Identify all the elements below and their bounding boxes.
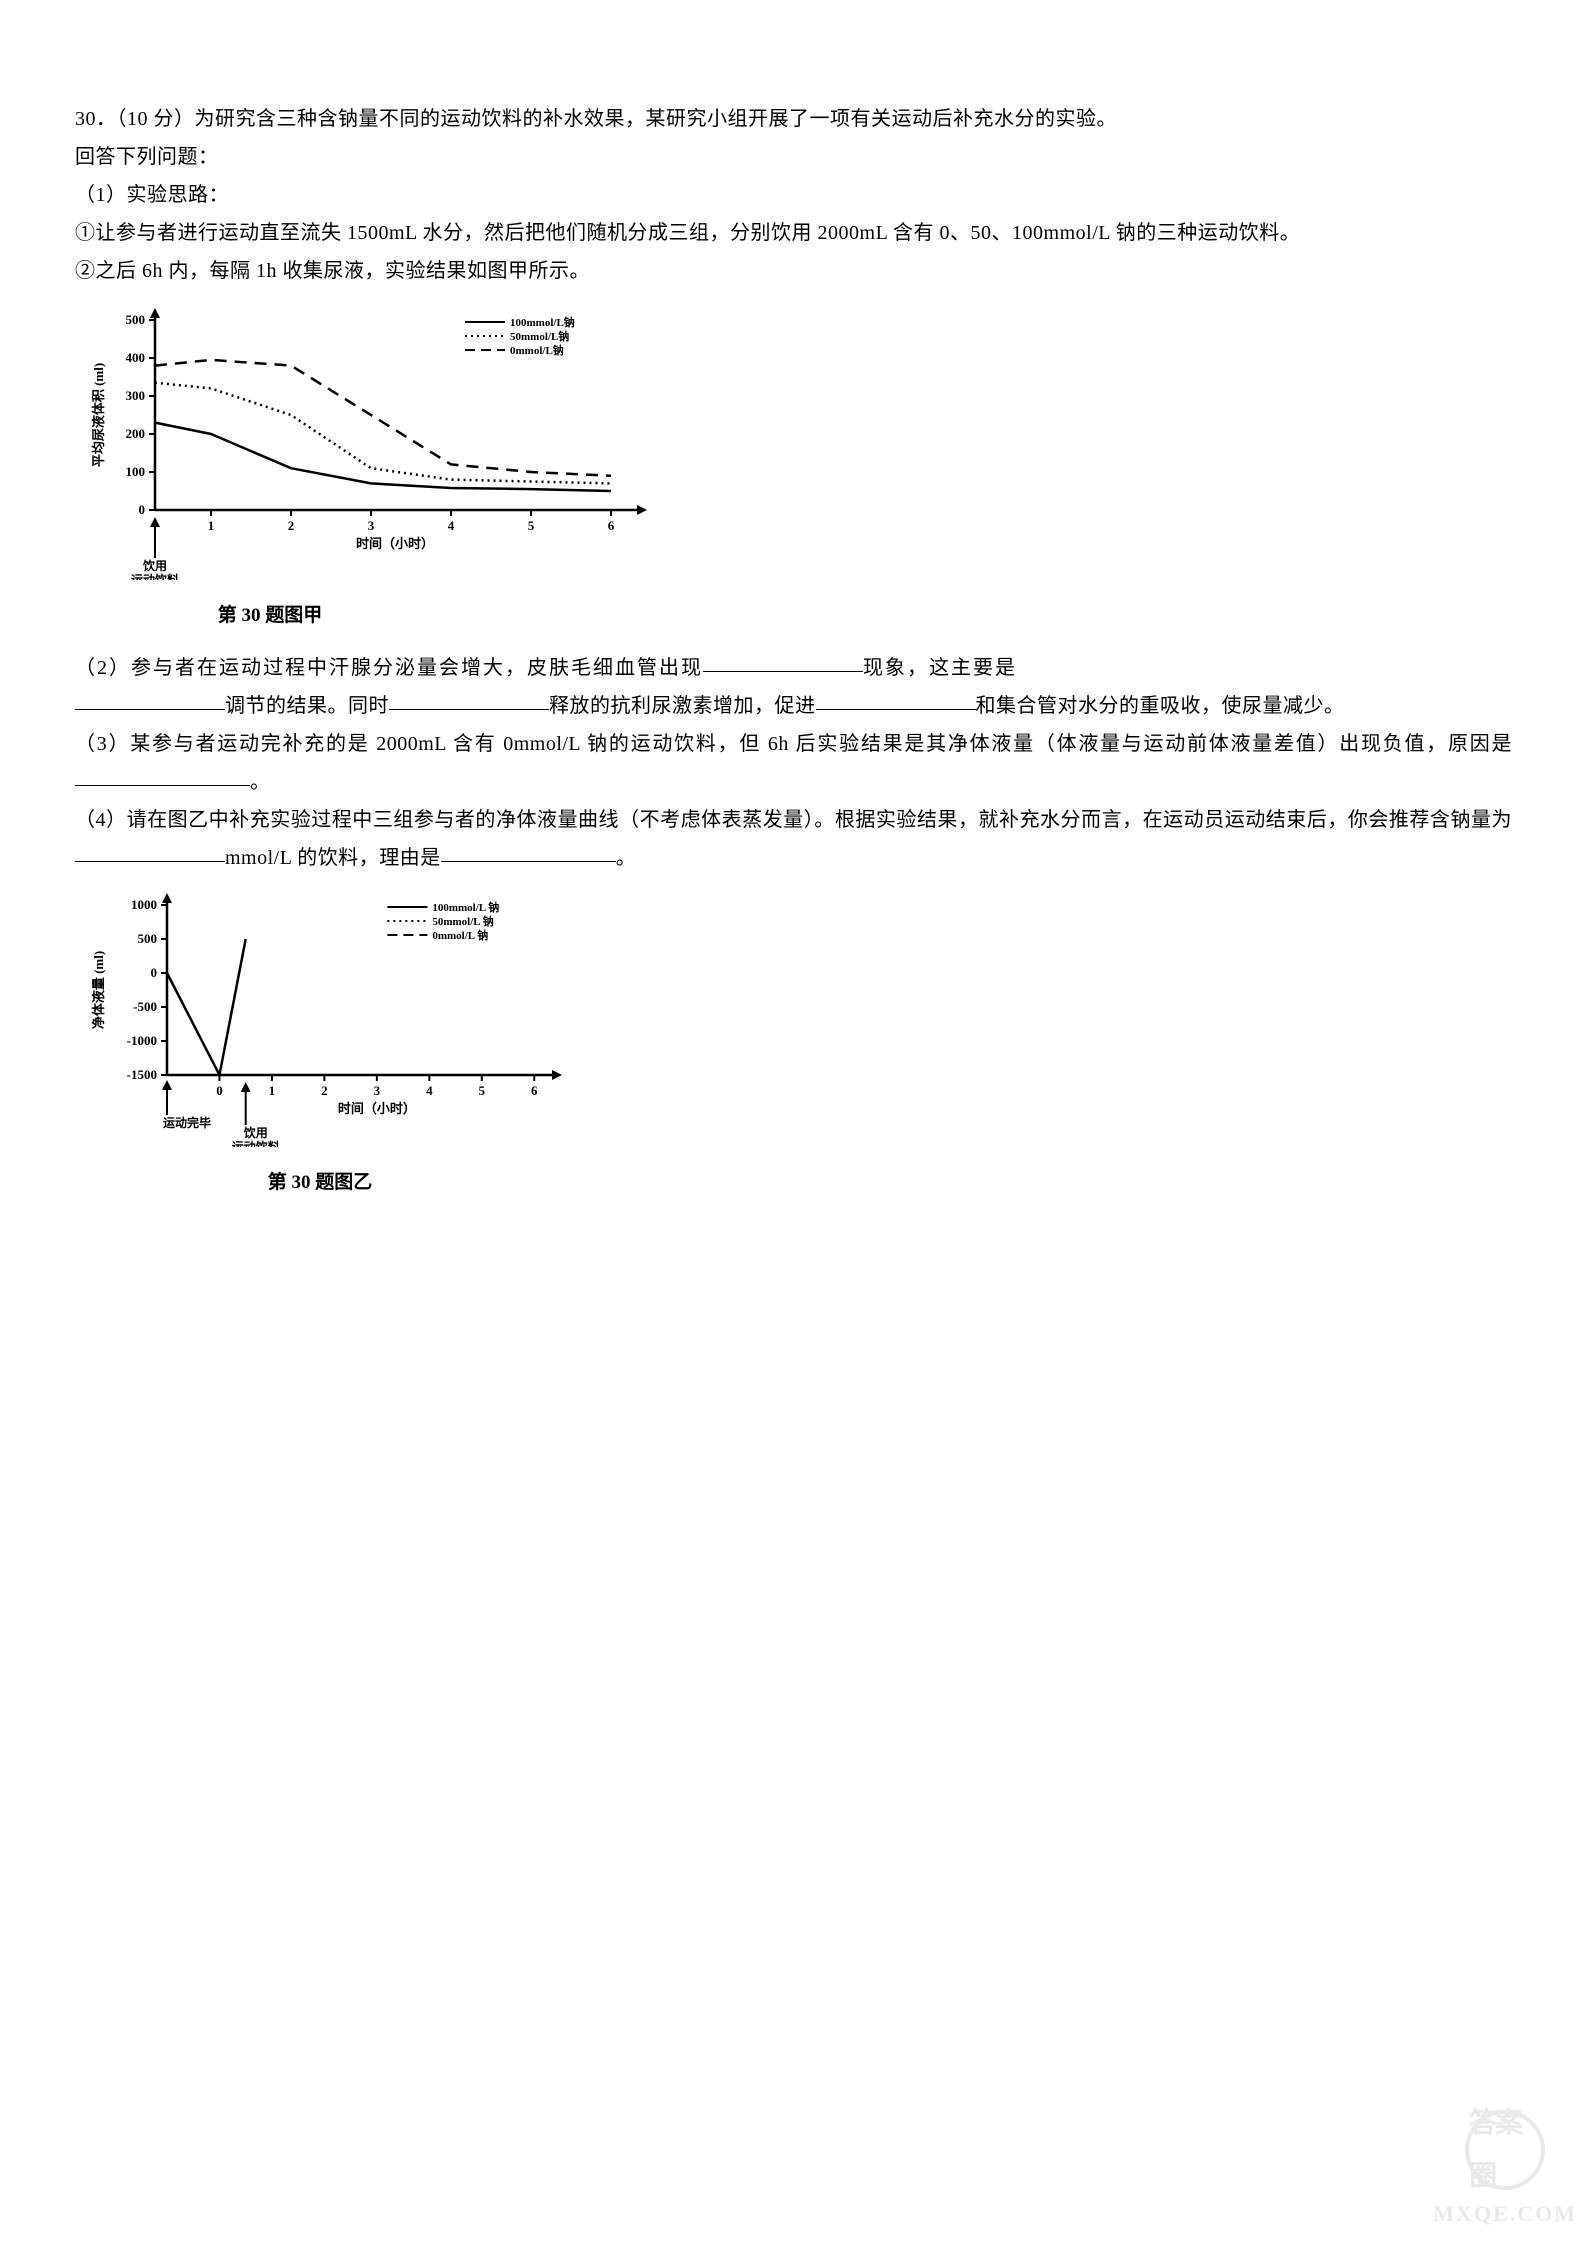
part2: （2）参与者在运动过程中汗腺分泌量会增大，皮肤毛细血管出现现象，这主要是 — [75, 649, 1512, 687]
chart1-caption: 第 30 题图甲 — [75, 598, 465, 634]
blank-tubule — [816, 690, 976, 710]
blank-release — [389, 690, 549, 710]
svg-text:运动饮料: 运动饮料 — [131, 572, 179, 580]
svg-text:时间（小时）: 时间（小时） — [356, 536, 434, 551]
svg-text:1000: 1000 — [131, 897, 157, 912]
svg-text:5: 5 — [479, 1083, 486, 1098]
part1-step2: ②之后 6h 内，每隔 1h 收集尿液，实验结果如图甲所示。 — [75, 252, 1512, 290]
svg-text:平均尿液体积 (ml): 平均尿液体积 (ml) — [91, 363, 106, 467]
svg-text:50mmol/L钠: 50mmol/L钠 — [510, 329, 569, 343]
svg-text:0: 0 — [151, 965, 158, 980]
svg-text:1: 1 — [269, 1083, 276, 1098]
blank-reason — [75, 766, 250, 786]
svg-text:饮用: 饮用 — [142, 558, 167, 573]
svg-text:-500: -500 — [133, 999, 157, 1014]
blank-reason2 — [441, 842, 616, 862]
svg-text:6: 6 — [608, 518, 615, 533]
part3: （3）某参与者运动完补充的是 2000mL 含有 0mmol/L 钠的运动饮料，… — [75, 725, 1512, 801]
svg-text:净体液量 (ml): 净体液量 (ml) — [91, 951, 106, 1029]
svg-text:0mmol/L钠: 0mmol/L钠 — [510, 343, 564, 357]
part2-cont: 调节的结果。同时释放的抗利尿激素增加，促进和集合管对水分的重吸收，使尿量减少。 — [75, 687, 1512, 725]
part1-label: （1）实验思路： — [75, 176, 1512, 214]
svg-text:3: 3 — [374, 1083, 381, 1098]
chart1: 0 100 200 300 400 500 1 2 3 4 5 6 时间（小时） 平均尿液体积 (ml) 饮… — [75, 300, 1512, 593]
question-parts: （2）参与者在运动过程中汗腺分泌量会增大，皮肤毛细血管出现现象，这主要是 调节的… — [75, 649, 1512, 877]
svg-text:2: 2 — [321, 1083, 328, 1098]
svg-text:0: 0 — [139, 502, 146, 517]
svg-text:3: 3 — [368, 518, 375, 533]
svg-text:400: 400 — [126, 350, 146, 365]
part1-step1: ①让参与者进行运动直至流失 1500mL 水分，然后把他们随机分成三组，分别饮用… — [75, 214, 1512, 252]
svg-text:饮用: 饮用 — [243, 1125, 268, 1140]
blank-na — [75, 842, 225, 862]
svg-text:50mmol/L 钠: 50mmol/L 钠 — [432, 914, 493, 928]
svg-text:运动完毕: 运动完毕 — [163, 1115, 211, 1130]
svg-text:1: 1 — [208, 518, 215, 533]
svg-text:4: 4 — [426, 1083, 433, 1098]
part4: （4）请在图乙中补充实验过程中三组参与者的净体液量曲线（不考虑体表蒸发量）。根据… — [75, 801, 1512, 877]
svg-text:100: 100 — [126, 464, 146, 479]
chart2: -1500 -1000 -500 0 500 1000 0 1 2 3 4 5 6 时间（小时） 净体液量 … — [75, 887, 1512, 1160]
svg-text:100mmol/L 钠: 100mmol/L 钠 — [432, 900, 499, 914]
svg-text:运动饮料: 运动饮料 — [232, 1139, 280, 1147]
svg-text:6: 6 — [531, 1083, 538, 1098]
question-intro: 30．（10 分）为研究含三种含钠量不同的运动饮料的补水效果，某研究小组开展了一… — [75, 100, 1512, 138]
svg-text:-1500: -1500 — [127, 1067, 157, 1082]
question-number: 30．（10 分） — [75, 108, 195, 130]
answer-prompt: 回答下列问题： — [75, 138, 1512, 176]
watermark: 答案圈 MXQE.COM — [1433, 2110, 1577, 2235]
svg-text:500: 500 — [126, 312, 146, 327]
svg-text:300: 300 — [126, 388, 146, 403]
svg-text:100mmol/L钠: 100mmol/L钠 — [510, 315, 575, 329]
svg-text:500: 500 — [138, 931, 158, 946]
svg-text:4: 4 — [448, 518, 455, 533]
chart1-container: 0 100 200 300 400 500 1 2 3 4 5 6 时间（小时） 平均尿液体积 (ml) 饮… — [75, 300, 1512, 634]
question-body: 30．（10 分）为研究含三种含钠量不同的运动饮料的补水效果，某研究小组开展了一… — [75, 100, 1512, 290]
watermark-url: MXQE.COM — [1433, 2193, 1577, 2235]
svg-text:2: 2 — [288, 518, 295, 533]
chart2-container: -1500 -1000 -500 0 500 1000 0 1 2 3 4 5 6 时间（小时） 净体液量 … — [75, 887, 1512, 1201]
svg-text:200: 200 — [126, 426, 146, 441]
blank-regulation — [75, 690, 225, 710]
svg-text:-1000: -1000 — [127, 1033, 157, 1048]
svg-text:0mmol/L 钠: 0mmol/L 钠 — [432, 928, 488, 942]
svg-text:0: 0 — [216, 1083, 223, 1098]
svg-text:时间（小时）: 时间（小时） — [338, 1101, 416, 1116]
watermark-circle: 答案圈 — [1465, 2110, 1545, 2190]
blank-vessel — [703, 652, 863, 672]
chart2-caption: 第 30 题图乙 — [75, 1165, 565, 1201]
svg-text:5: 5 — [528, 518, 535, 533]
